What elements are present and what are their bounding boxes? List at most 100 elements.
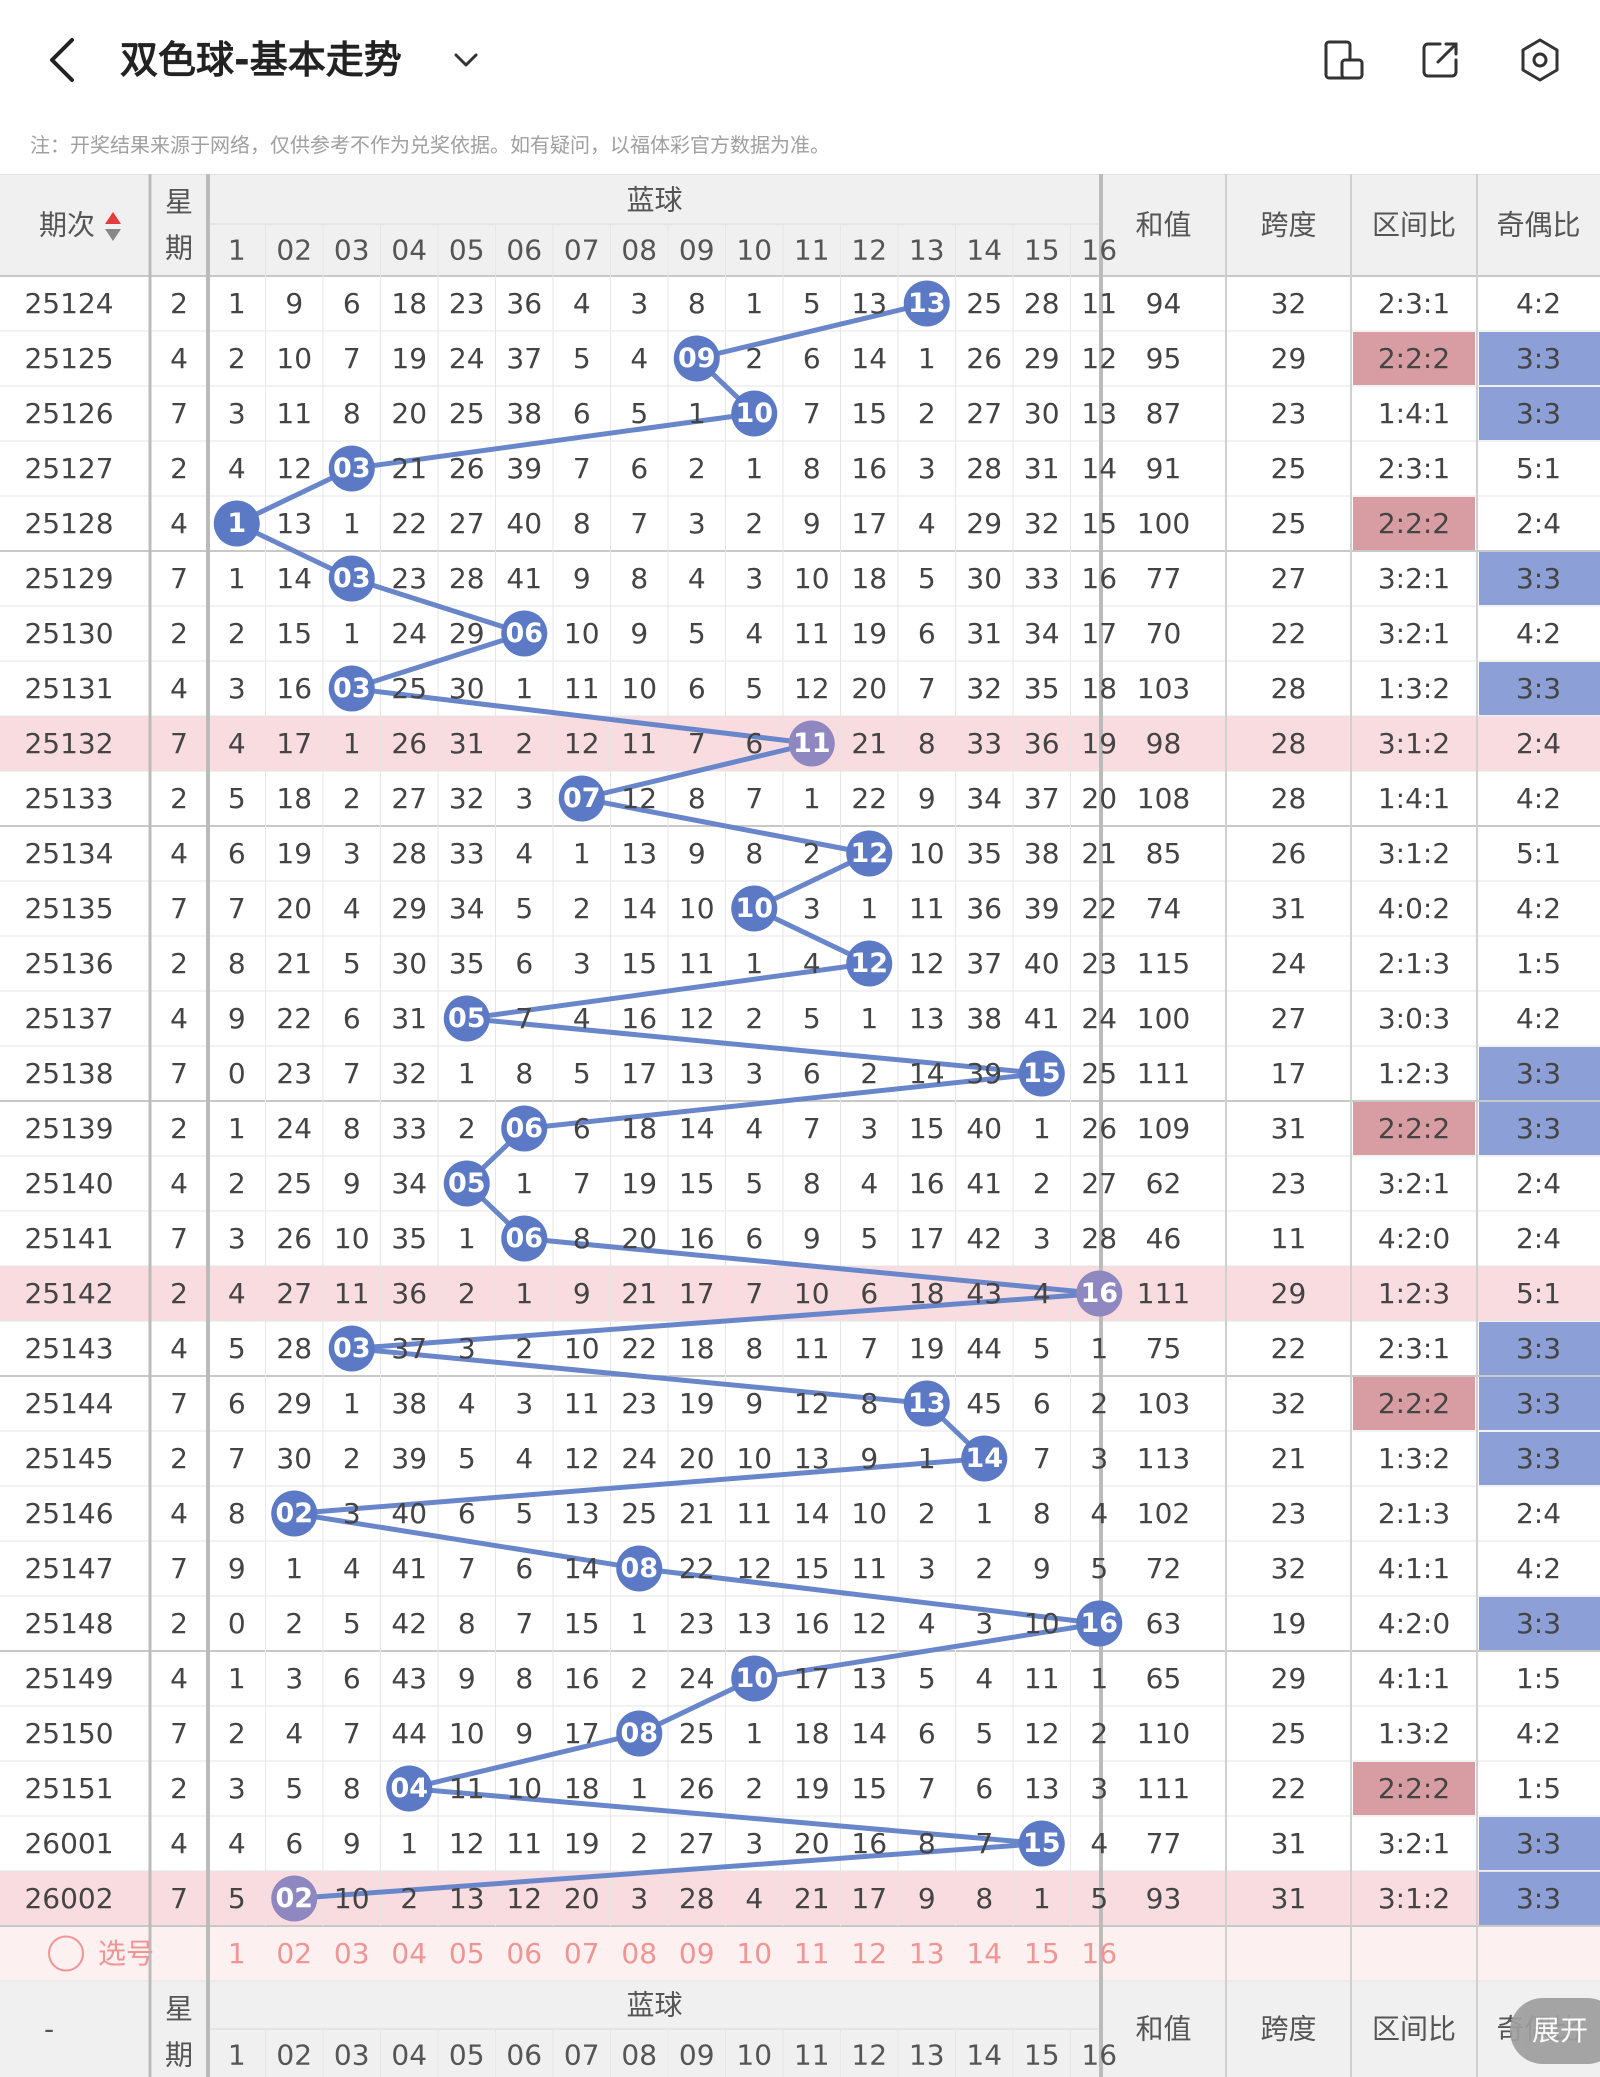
omission-cell: 5 <box>803 1002 821 1035</box>
omission-cell: 3 <box>285 1662 303 1695</box>
omission-cell: 3 <box>860 1112 878 1145</box>
omission-cell: 26 <box>449 452 485 485</box>
omission-cell: 2 <box>688 452 706 485</box>
pick-number-button[interactable]: 13 <box>909 1937 945 1970</box>
period-cell: 25139 <box>24 1112 113 1145</box>
omission-cell: 5 <box>745 672 763 705</box>
omission-cell: 6 <box>918 1717 936 1750</box>
weekday-cell: 4 <box>170 1167 188 1200</box>
omission-cell: 25 <box>679 1717 715 1750</box>
pick-number-button[interactable]: 06 <box>506 1937 542 1970</box>
omission-cell: 7 <box>573 452 591 485</box>
weekday-cell: 7 <box>170 727 188 760</box>
omission-cell: 6 <box>515 947 533 980</box>
omission-cell: 2 <box>573 892 591 925</box>
omission-cell: 25 <box>1081 1057 1117 1090</box>
omission-cell: 4 <box>285 1717 303 1750</box>
sort-desc-icon[interactable] <box>105 229 121 241</box>
sum-cell: 87 <box>1146 397 1182 430</box>
pick-number-button[interactable]: 1 <box>228 1937 246 1970</box>
omission-cell: 2 <box>630 1827 648 1860</box>
blue-ball-marker <box>846 940 893 987</box>
omission-cell: 10 <box>564 1332 600 1365</box>
pick-number-button[interactable]: 12 <box>851 1937 887 1970</box>
omission-cell: 8 <box>745 837 763 870</box>
pick-label[interactable]: 选号 <box>98 1937 154 1970</box>
omission-cell: 12 <box>679 1002 715 1035</box>
pick-number-button[interactable]: 14 <box>966 1937 1002 1970</box>
chevron-down-icon[interactable] <box>448 40 484 80</box>
weekday-cell: 7 <box>170 1222 188 1255</box>
footer-blue-number: 10 <box>736 2039 772 2072</box>
omission-cell: 15 <box>851 1772 887 1805</box>
zone-ratio-cell: 3:2:1 <box>1378 562 1450 595</box>
omission-cell: 5 <box>1090 1552 1108 1585</box>
omission-cell: 1 <box>228 1112 246 1145</box>
span-cell: 28 <box>1271 782 1307 815</box>
pick-number-button[interactable]: 11 <box>794 1937 830 1970</box>
blue-ball-number: 10 <box>735 1663 773 1694</box>
omission-cell: 16 <box>621 1002 657 1035</box>
omission-cell: 37 <box>966 947 1002 980</box>
omission-cell: 1 <box>343 617 361 650</box>
omission-cell: 1 <box>860 892 878 925</box>
pick-radio-icon[interactable] <box>48 1935 84 1972</box>
omission-cell: 6 <box>630 452 648 485</box>
parity-ratio-cell: 4:2 <box>1516 617 1561 650</box>
omission-cell: 1 <box>573 837 591 870</box>
period-cell: 25133 <box>24 782 113 815</box>
device-sync-icon[interactable] <box>1320 36 1368 84</box>
omission-cell: 4 <box>343 892 361 925</box>
omission-cell: 6 <box>228 1387 246 1420</box>
pick-number-button[interactable]: 07 <box>564 1937 600 1970</box>
omission-cell: 4 <box>975 1662 993 1695</box>
omission-cell: 16 <box>851 452 887 485</box>
blue-ball-number: 15 <box>1023 1828 1061 1859</box>
omission-cell: 2 <box>1090 1387 1108 1420</box>
pick-number-button[interactable]: 15 <box>1024 1937 1060 1970</box>
share-icon[interactable] <box>1416 36 1464 84</box>
app-header: 双色球-基本走势 <box>0 0 1600 120</box>
footer-blue-number: 09 <box>679 2039 715 2072</box>
sort-asc-icon[interactable] <box>105 212 121 224</box>
parity-ratio-cell: 2:4 <box>1516 1167 1561 1200</box>
omission-cell: 28 <box>1024 287 1060 320</box>
omission-cell: 16 <box>276 672 312 705</box>
omission-cell: 3 <box>228 1222 246 1255</box>
settings-icon[interactable] <box>1516 36 1564 84</box>
omission-cell: 21 <box>621 1277 657 1310</box>
omission-cell: 9 <box>918 782 936 815</box>
span-cell: 22 <box>1271 1772 1307 1805</box>
omission-cell: 18 <box>1081 672 1117 705</box>
back-arrow-icon[interactable] <box>40 30 84 90</box>
pick-number-button[interactable]: 09 <box>679 1937 715 1970</box>
pick-number-button[interactable]: 02 <box>276 1937 312 1970</box>
zone-ratio-cell: 2:2:2 <box>1378 1112 1450 1145</box>
pick-number-button[interactable]: 04 <box>391 1937 427 1970</box>
pick-number-button[interactable]: 03 <box>334 1937 370 1970</box>
weekday-cell: 2 <box>170 617 188 650</box>
omission-cell: 23 <box>449 287 485 320</box>
pick-number-button[interactable]: 08 <box>621 1937 657 1970</box>
omission-cell: 41 <box>1024 1002 1060 1035</box>
omission-cell: 9 <box>918 1882 936 1915</box>
pick-number-button[interactable]: 10 <box>736 1937 772 1970</box>
omission-cell: 15 <box>851 397 887 430</box>
blue-number-header: 14 <box>966 234 1002 267</box>
omission-cell: 41 <box>506 562 542 595</box>
expand-button[interactable]: 展开 <box>1510 1998 1600 2064</box>
pick-number-button[interactable]: 05 <box>449 1937 485 1970</box>
omission-cell: 27 <box>679 1827 715 1860</box>
weekday-cell: 2 <box>170 287 188 320</box>
omission-cell: 4 <box>745 617 763 650</box>
omission-cell: 7 <box>343 342 361 375</box>
omission-cell: 12 <box>851 1607 887 1640</box>
omission-cell: 12 <box>564 1442 600 1475</box>
omission-cell: 27 <box>449 507 485 540</box>
weekday-cell: 4 <box>170 672 188 705</box>
omission-cell: 10 <box>1024 1607 1060 1640</box>
zone-ratio-cell: 2:2:2 <box>1378 342 1450 375</box>
omission-cell: 11 <box>794 1332 830 1365</box>
pick-number-button[interactable]: 16 <box>1081 1937 1117 1970</box>
sum-cell: 65 <box>1146 1662 1182 1695</box>
